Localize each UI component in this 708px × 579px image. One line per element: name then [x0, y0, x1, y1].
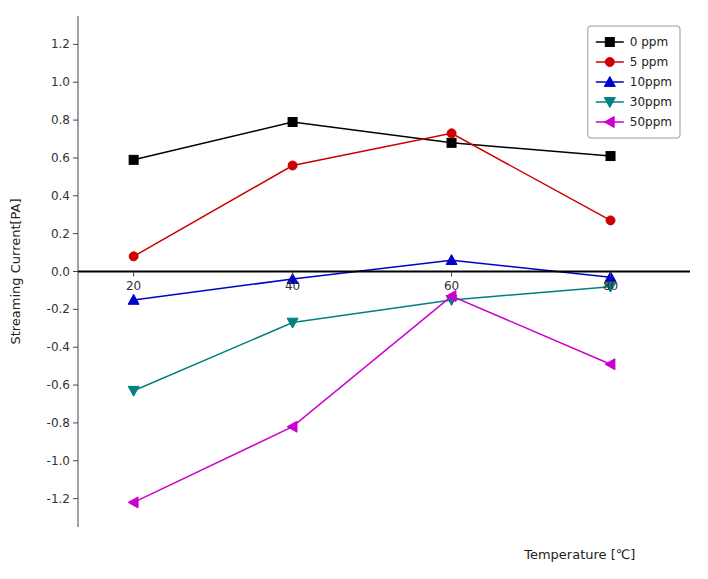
y-tick — [73, 498, 78, 499]
y-tick-label: -0.2 — [47, 302, 70, 316]
y-tick — [73, 195, 78, 196]
y-tick-label: -1.0 — [47, 454, 70, 468]
data-point — [128, 497, 138, 508]
x-tick-label: 20 — [126, 279, 141, 293]
legend-swatch-marker — [605, 58, 614, 67]
x-tick-label: 60 — [444, 279, 459, 293]
series — [128, 291, 615, 508]
legend-label: 5 ppm — [630, 55, 668, 69]
y-axis: -1.2 -1.0 -0.8 -0.6 -0.4 -0.2 0.0 0.2 0.4 0.6 0.8 1… — [8, 16, 78, 527]
legend-label: 30ppm — [630, 95, 672, 109]
chart: -1.2 -1.0 -0.8 -0.6 -0.4 -0.2 0.0 0.2 0.4 0.6 0.8 1… — [0, 0, 708, 579]
series-line — [134, 133, 611, 256]
data-point — [288, 161, 297, 170]
x-tick — [451, 272, 452, 277]
y-tick-label: 0.2 — [51, 227, 70, 241]
data-point — [287, 421, 297, 432]
y-tick — [73, 233, 78, 234]
legend: 0 ppm 5 ppm 10ppm 30ppm 50ppm — [588, 26, 680, 138]
x-tick — [292, 272, 293, 277]
y-axis-label: Streaming Current[PA] — [8, 198, 23, 344]
data-point — [288, 117, 297, 126]
data-point — [447, 129, 456, 138]
data-point — [287, 318, 298, 328]
x-tick — [610, 272, 611, 277]
background — [0, 0, 708, 579]
y-tick — [73, 460, 78, 461]
series — [128, 282, 616, 396]
data-point — [128, 294, 139, 304]
series-line — [134, 122, 611, 160]
y-tick — [73, 157, 78, 158]
y-tick — [73, 271, 78, 272]
y-tick — [73, 422, 78, 423]
data-point — [446, 255, 457, 265]
data-point — [129, 252, 138, 261]
y-tick — [73, 385, 78, 386]
series — [129, 117, 615, 164]
legend-label: 50ppm — [630, 115, 672, 129]
legend-box — [588, 26, 680, 138]
y-tick-label: 0.8 — [51, 113, 70, 127]
data-point — [129, 155, 138, 164]
x-axis-label: Temperature [℃] — [523, 547, 635, 562]
y-tick-label: -1.2 — [47, 492, 70, 506]
y-tick-label: -0.8 — [47, 416, 70, 430]
y-tick — [73, 120, 78, 121]
x-tick-label: 40 — [285, 279, 300, 293]
data-point — [605, 359, 615, 370]
y-tick-label: -0.6 — [47, 378, 70, 392]
y-tick-label: 0.4 — [51, 189, 70, 203]
y-tick — [73, 82, 78, 83]
series-line — [134, 296, 611, 502]
series-line — [134, 287, 611, 391]
y-tick — [73, 44, 78, 45]
y-tick — [73, 347, 78, 348]
data-point — [447, 138, 456, 147]
series — [128, 255, 616, 305]
legend-swatch-marker — [605, 38, 614, 47]
legend-label: 10ppm — [630, 75, 672, 89]
data-point — [128, 386, 139, 396]
data-point — [606, 152, 615, 161]
y-tick-label: 0.0 — [51, 265, 70, 279]
x-axis-line — [78, 271, 690, 273]
series — [129, 129, 615, 261]
plot-area — [128, 117, 616, 507]
legend-label: 0 ppm — [630, 35, 668, 49]
y-tick-label: 0.6 — [51, 151, 70, 165]
y-tick-label: 1.0 — [51, 75, 70, 89]
series-line — [134, 260, 611, 300]
legend-swatch-marker — [604, 98, 615, 108]
y-tick-label: 1.2 — [51, 37, 70, 51]
y-tick-label: -0.4 — [47, 340, 70, 354]
x-axis: 20 40 60 80 Temperature [℃] — [78, 272, 690, 563]
y-tick — [73, 309, 78, 310]
data-point — [606, 216, 615, 225]
legend-swatch-marker — [604, 117, 614, 128]
x-tick-label: 80 — [603, 279, 618, 293]
x-tick — [133, 272, 134, 277]
legend-swatch-marker — [604, 77, 615, 87]
